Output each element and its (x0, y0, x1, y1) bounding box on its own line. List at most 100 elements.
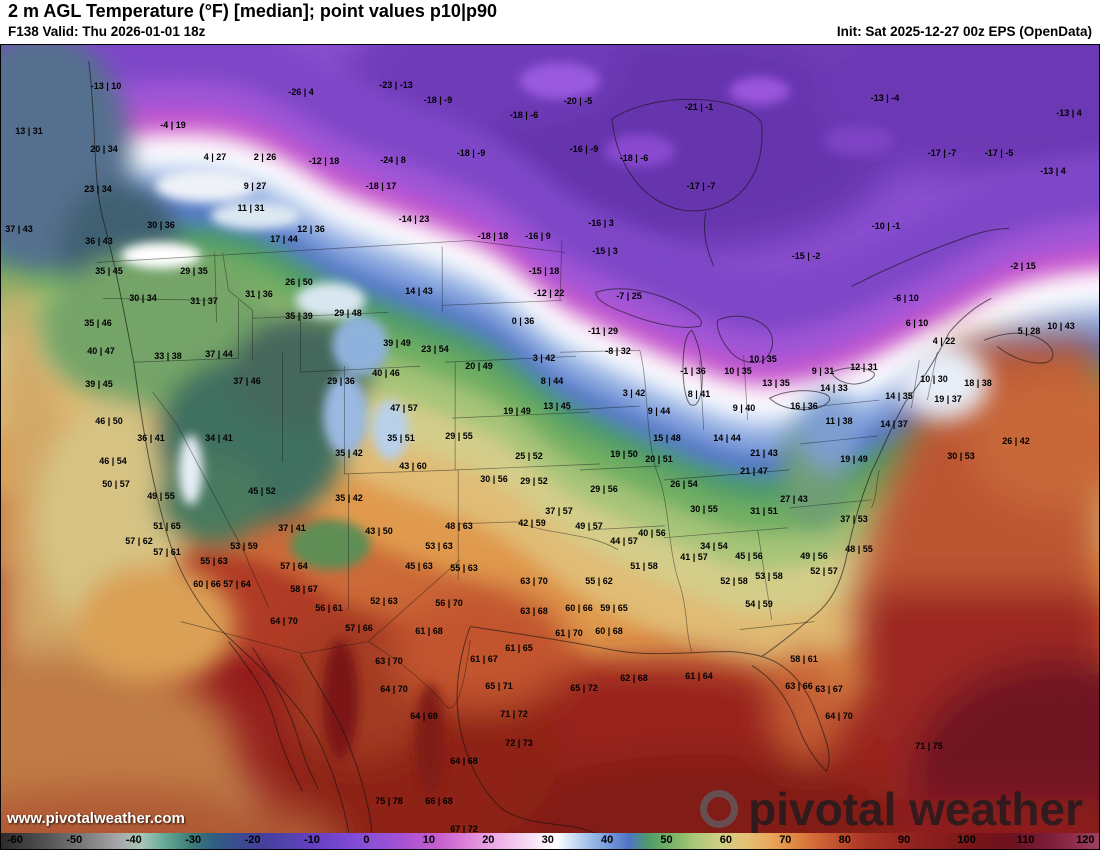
point-value: 23 | 34 (84, 184, 112, 194)
point-value: 53 | 59 (230, 541, 258, 551)
point-value: 55 | 63 (450, 563, 478, 573)
pivotal-weather-logo-icon (700, 790, 739, 828)
point-value: 11 | 31 (237, 203, 265, 213)
point-value: -15 | 3 (592, 246, 618, 256)
point-value: 10 | 35 (749, 354, 777, 364)
point-value: 37 | 41 (278, 523, 306, 533)
brand-name: pivotal weather (748, 783, 1083, 835)
point-value: 19 | 49 (840, 454, 868, 464)
point-value: -18 | -6 (509, 110, 539, 120)
point-value: -23 | -13 (379, 80, 413, 90)
point-value: 57 | 62 (125, 536, 153, 546)
site-watermark: www.pivotalweather.com (7, 810, 185, 827)
point-value: 71 | 75 (915, 741, 943, 751)
valid-time-label: F138 Valid: Thu 2026-01-01 18z (8, 24, 206, 39)
point-value: 6 | 10 (905, 318, 929, 328)
point-value: 30 | 34 (129, 293, 157, 303)
point-value: 18 | 38 (964, 378, 992, 388)
point-value: 13 | 35 (762, 378, 790, 388)
point-value: 35 | 45 (95, 266, 123, 276)
point-value: 58 | 61 (790, 654, 818, 664)
colorbar-tick: 100 (957, 834, 976, 846)
init-time-label: Init: Sat 2025-12-27 00z EPS (OpenData) (836, 24, 1092, 39)
colorbar-tick: 40 (601, 834, 614, 846)
point-value: 66 | 68 (425, 796, 453, 806)
point-value: 37 | 53 (840, 514, 868, 524)
point-value: 45 | 63 (405, 561, 433, 571)
point-value: 14 | 44 (713, 433, 741, 443)
point-value: 40 | 47 (87, 346, 115, 356)
point-value: 20 | 49 (465, 361, 493, 371)
point-value: 43 | 50 (365, 526, 393, 536)
point-value: 35 | 42 (335, 493, 363, 503)
point-value: 13 | 31 (15, 126, 43, 136)
point-value: 53 | 58 (755, 571, 783, 581)
point-value: -6 | 10 (893, 293, 919, 303)
point-value: 40 | 46 (372, 368, 400, 378)
colorbar-tick: -60 (7, 834, 23, 846)
point-value: 47 | 57 (390, 403, 418, 413)
point-value: 20 | 51 (645, 454, 673, 464)
point-value: -4 | 19 (160, 120, 186, 130)
point-value: 63 | 70 (375, 656, 403, 666)
point-value: 3 | 42 (622, 388, 646, 398)
point-value: -13 | 4 (1040, 166, 1066, 176)
point-value-layer: -13 | 10 -26 | 4 -23 | -13 -18 | -9 -18 | -6… (1, 45, 1099, 849)
point-value: 41 | 57 (680, 552, 708, 562)
point-value: 61 | 64 (685, 671, 713, 681)
point-value: 57 | 64 (223, 579, 251, 589)
point-value: 26 | 42 (1002, 436, 1030, 446)
point-value: -18 | 18 (477, 231, 509, 241)
point-value: 59 | 65 (600, 603, 628, 613)
point-value: 3 | 42 (532, 353, 556, 363)
point-value: 60 | 66 (565, 603, 593, 613)
point-value: 49 | 56 (800, 551, 828, 561)
point-value: 15 | 48 (653, 433, 681, 443)
point-value: 61 | 65 (505, 643, 533, 653)
point-value: 9 | 40 (732, 403, 756, 413)
map-canvas: -13 | 10 -26 | 4 -23 | -13 -18 | -9 -18 | -6… (0, 44, 1100, 850)
point-value: 75 | 78 (375, 796, 403, 806)
point-value: 40 | 56 (638, 528, 666, 538)
point-value: 12 | 36 (297, 224, 325, 234)
colorbar-tick: 10 (422, 834, 436, 846)
point-value: 10 | 43 (1047, 321, 1075, 331)
map-title: 2 m AGL Temperature (°F) [median]; point… (8, 1, 497, 21)
colorbar-tick: -50 (66, 834, 83, 846)
point-value: 60 | 66 (193, 579, 221, 589)
point-value: 14 | 35 (885, 391, 913, 401)
point-value: 14 | 43 (405, 286, 433, 296)
point-value: -18 | -6 (619, 153, 649, 163)
point-value: -20 | -5 (563, 96, 593, 106)
point-value: 29 | 52 (520, 476, 548, 486)
point-value: 29 | 36 (327, 376, 355, 386)
point-value: 21 | 43 (750, 448, 778, 458)
point-value: 51 | 65 (153, 521, 181, 531)
point-value: 10 | 30 (920, 374, 948, 384)
colorbar-tick: 0 (363, 834, 370, 846)
point-value: 39 | 49 (383, 338, 411, 348)
point-value: 52 | 63 (370, 596, 398, 606)
point-value: 64 | 70 (270, 616, 298, 626)
point-value: 8 | 41 (687, 389, 711, 399)
point-value: 31 | 37 (190, 296, 218, 306)
point-value: 30 | 55 (690, 504, 718, 514)
colorbar-tick: 60 (719, 834, 733, 846)
brand-watermark: pivotal weather (700, 783, 1083, 835)
point-value: 35 | 39 (285, 311, 313, 321)
point-value: 14 | 33 (820, 383, 848, 393)
point-value: 64 | 69 (410, 711, 438, 721)
point-value: -7 | 25 (616, 291, 642, 301)
point-value: 37 | 44 (205, 349, 233, 359)
borders (96, 240, 938, 709)
point-value: 14 | 37 (880, 419, 908, 429)
point-value: 62 | 68 (620, 673, 648, 683)
point-value: 64 | 68 (450, 756, 478, 766)
point-value: 58 | 67 (290, 584, 318, 594)
point-value: 63 | 68 (520, 606, 548, 616)
colorbar-tick: -20 (244, 834, 261, 846)
point-value: 9 | 44 (647, 406, 671, 416)
colorbar-tick: 110 (1016, 834, 1035, 846)
colorbar-tick: 80 (838, 834, 851, 846)
point-value: 51 | 58 (630, 561, 658, 571)
